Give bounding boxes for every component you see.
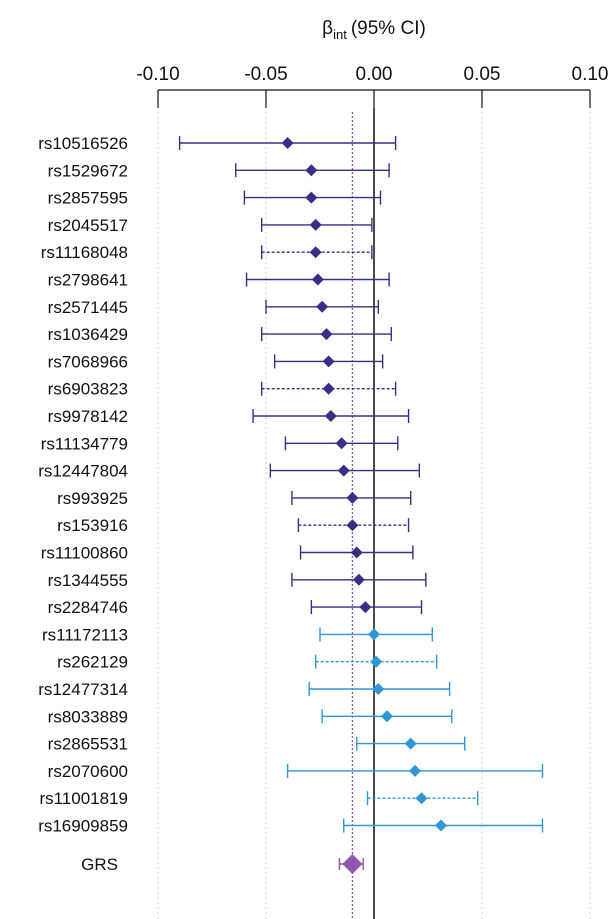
estimate-point: [311, 273, 324, 286]
estimate-row: rs993925: [57, 489, 412, 508]
estimate-rows: rs10516526 rs1529672 rs2857595 rs2045517 rs1…: [38, 134, 544, 874]
row-label: rs16909859: [38, 817, 128, 836]
row-label: rs6903823: [48, 380, 128, 399]
estimate-row: rs11172113: [42, 625, 434, 644]
estimate-point: [337, 464, 350, 477]
estimate-row: rs7068966: [48, 352, 384, 371]
estimate-point: [352, 573, 365, 586]
estimate-point: [346, 519, 359, 532]
x-axis-title-rest: (95% CI): [351, 18, 426, 39]
row-label: rs262129: [57, 653, 128, 672]
estimate-row: rs1036429: [48, 325, 392, 344]
row-label: rs9978142: [48, 407, 128, 426]
estimate-row: rs11168048: [41, 243, 373, 262]
x-axis-title-subscript: int: [333, 27, 347, 42]
row-label: rs1036429: [48, 325, 128, 344]
estimate-row: rs12477314: [38, 680, 451, 699]
estimate-point: [309, 218, 322, 231]
row-label: rs12447804: [38, 462, 128, 481]
row-label: rs2070600: [48, 762, 128, 781]
estimate-point: [368, 628, 380, 641]
estimate-row: rs2284746: [48, 598, 423, 617]
estimate-row: rs262129: [57, 653, 438, 672]
estimate-point: [415, 792, 428, 805]
row-label: rs11168048: [41, 243, 128, 262]
reference-lines: [351, 108, 375, 919]
row-label: rs2045517: [48, 216, 128, 235]
estimate-row: rs10516526: [38, 134, 397, 153]
estimate-row: rs11100860: [41, 544, 414, 563]
row-label: rs2857595: [48, 189, 128, 208]
row-label: rs2284746: [48, 598, 128, 617]
row-label: rs153916: [57, 516, 128, 535]
x-axis-title-symbol: β: [322, 18, 333, 39]
row-label: rs11100860: [41, 544, 128, 563]
estimate-point: [350, 546, 363, 559]
estimate-row: rs2857595: [48, 189, 382, 208]
estimate-point: [372, 683, 385, 695]
row-label: rs1529672: [48, 161, 128, 180]
estimate-point: [380, 710, 393, 723]
estimate-point: [335, 437, 348, 450]
estimate-point: [324, 410, 337, 422]
estimate-row: rs1344555: [48, 571, 427, 590]
row-label: rs10516526: [38, 134, 128, 153]
estimate-point: [409, 764, 422, 777]
estimate-point: [346, 491, 359, 504]
x-tick-label: 0.00: [356, 64, 393, 85]
row-label: rs2865531: [48, 735, 128, 754]
row-label: rs993925: [57, 489, 128, 508]
row-label: rs8033889: [48, 707, 128, 726]
estimate-point: [305, 191, 318, 204]
estimate-row: rs9978142: [48, 407, 410, 426]
x-tick-label: -0.10: [136, 64, 179, 85]
estimate-point: [404, 737, 417, 750]
estimate-point: [305, 164, 318, 177]
estimate-point: [322, 382, 335, 395]
x-tick-label: 0.05: [464, 64, 501, 85]
estimate-row: rs2070600: [48, 762, 544, 781]
row-label: rs1344555: [48, 571, 128, 590]
estimate-row: rs11134779: [41, 434, 399, 453]
estimate-row: rs16909859: [38, 817, 544, 836]
x-tick-label: 0.10: [572, 64, 609, 85]
estimate-row: rs6903823: [48, 380, 397, 399]
summary-diamond: [342, 854, 363, 874]
estimate-row: rs12447804: [38, 462, 421, 481]
estimate-row: rs11001819: [39, 789, 479, 808]
estimate-row: rs2798641: [48, 271, 390, 290]
estimate-point: [322, 355, 335, 368]
x-tick-label: -0.05: [244, 64, 287, 85]
estimate-point: [320, 328, 333, 341]
estimate-row: rs2045517: [48, 216, 373, 235]
summary-row: GRS: [81, 854, 364, 874]
row-label: rs2798641: [48, 271, 128, 290]
estimate-point: [309, 246, 322, 259]
row-label: rs7068966: [48, 352, 128, 371]
estimate-point: [370, 655, 383, 668]
summary-label: GRS: [81, 855, 118, 874]
row-label: rs11172113: [42, 625, 128, 644]
row-label: rs11134779: [41, 434, 128, 453]
estimate-row: rs153916: [57, 516, 410, 535]
x-axis-title: βint (95% CI): [322, 18, 426, 42]
estimate-row: rs8033889: [48, 707, 453, 726]
estimate-point: [434, 819, 447, 832]
row-label: rs2571445: [48, 298, 128, 317]
estimate-row: rs2865531: [48, 735, 466, 754]
estimate-point: [359, 601, 372, 614]
estimate-point: [316, 300, 329, 313]
estimate-row: rs2571445: [48, 298, 380, 317]
x-axis: -0.10 -0.05 0.00 0.05 0.10: [136, 64, 608, 108]
row-label: rs11001819: [39, 789, 128, 808]
row-label: rs12477314: [38, 680, 128, 699]
estimate-point: [281, 137, 294, 149]
estimate-row: rs1529672: [48, 161, 390, 180]
